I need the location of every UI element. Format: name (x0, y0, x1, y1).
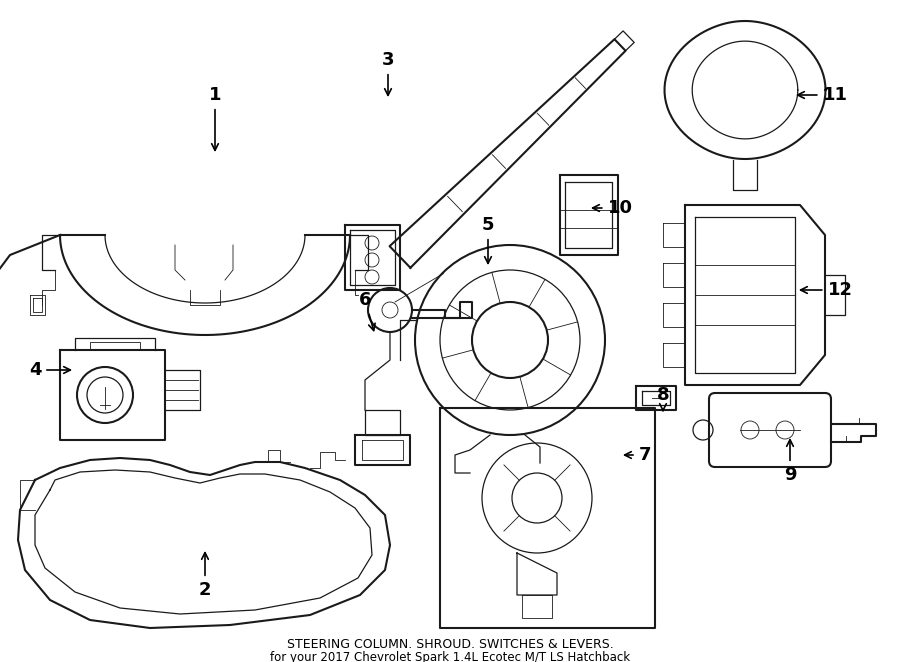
Text: 7: 7 (625, 446, 652, 464)
Text: 6: 6 (359, 291, 375, 330)
Text: 1: 1 (209, 86, 221, 150)
Text: 4: 4 (29, 361, 70, 379)
Text: 11: 11 (797, 86, 848, 104)
Text: 2: 2 (199, 553, 212, 599)
Text: for your 2017 Chevrolet Spark 1.4L Ecotec M/T LS Hatchback: for your 2017 Chevrolet Spark 1.4L Ecote… (270, 651, 630, 662)
Text: 12: 12 (801, 281, 852, 299)
Text: 5: 5 (482, 216, 494, 263)
Text: STEERING COLUMN. SHROUD. SWITCHES & LEVERS.: STEERING COLUMN. SHROUD. SWITCHES & LEVE… (286, 638, 614, 651)
Text: 8: 8 (657, 386, 670, 410)
Text: 10: 10 (592, 199, 633, 217)
Text: 3: 3 (382, 51, 394, 95)
Text: 9: 9 (784, 440, 796, 484)
